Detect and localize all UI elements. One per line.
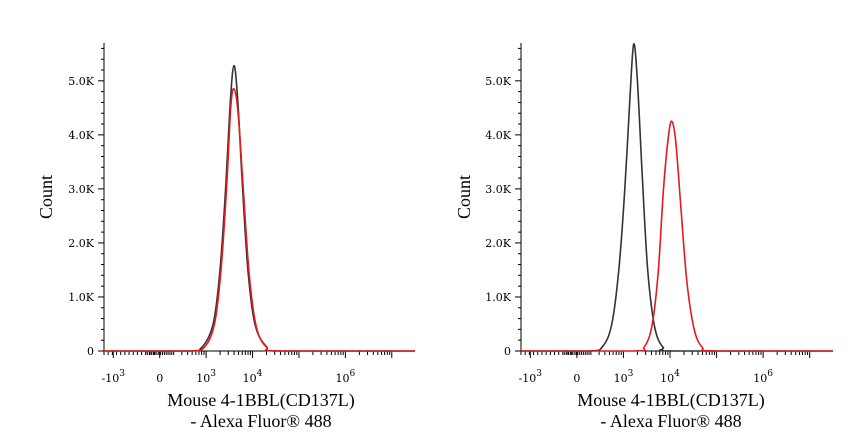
y-axis-title: Count bbox=[454, 175, 474, 219]
y-tick-label: 2.0K bbox=[485, 237, 511, 250]
y-tick-label: 0 bbox=[504, 345, 511, 358]
x-axis-title-line1: Mouse 4-1BBL(CD137L) bbox=[577, 390, 765, 411]
x-tick-label: 103 bbox=[196, 369, 216, 385]
histogram-series-stained bbox=[520, 120, 833, 352]
y-tick-label: 5.0K bbox=[68, 75, 94, 88]
x-axis-title-line2: - Alexa Fluor® 488 bbox=[190, 411, 331, 431]
x-tick-label: 0 bbox=[156, 372, 163, 385]
x-tick-label: 104 bbox=[660, 369, 680, 385]
x-tick-label: 104 bbox=[243, 369, 263, 385]
x-tick-label: -103 bbox=[102, 369, 126, 385]
y-tick-label: 3.0K bbox=[68, 183, 94, 196]
x-axis-title-line1: Mouse 4-1BBL(CD137L) bbox=[167, 390, 355, 411]
histogram-panel-2: 0 1.0K 2.0K 3.0K 4.0K 5.0K -103 0 103 104 106 Count… bbox=[454, 43, 833, 431]
y-tick-label: 0 bbox=[87, 345, 94, 358]
x-tick-label: -103 bbox=[519, 369, 543, 385]
x-axis-title-line2: - Alexa Fluor® 488 bbox=[600, 411, 741, 431]
y-tick-label: 2.0K bbox=[68, 237, 94, 250]
y-tick-label: 1.0K bbox=[485, 291, 511, 304]
histogram-panel-1: 0 1.0K 2.0K 3.0K 4.0K 5.0K -103 0 103 104 106 Count… bbox=[36, 43, 415, 431]
histogram-series-control bbox=[103, 64, 415, 352]
y-tick-label: 4.0K bbox=[68, 129, 94, 142]
y-tick-label: 3.0K bbox=[485, 183, 511, 196]
histogram-series-control bbox=[520, 43, 833, 352]
x-tick-label: 106 bbox=[336, 369, 356, 385]
y-axis-title: Count bbox=[36, 175, 56, 219]
y-tick-label: 4.0K bbox=[485, 129, 511, 142]
y-tick-label: 1.0K bbox=[68, 291, 94, 304]
x-tick-label: 106 bbox=[753, 369, 773, 385]
histogram-series-stained bbox=[103, 87, 415, 352]
x-tick-label: 0 bbox=[573, 372, 580, 385]
x-tick-label: 103 bbox=[614, 369, 634, 385]
y-tick-label: 5.0K bbox=[485, 75, 511, 88]
